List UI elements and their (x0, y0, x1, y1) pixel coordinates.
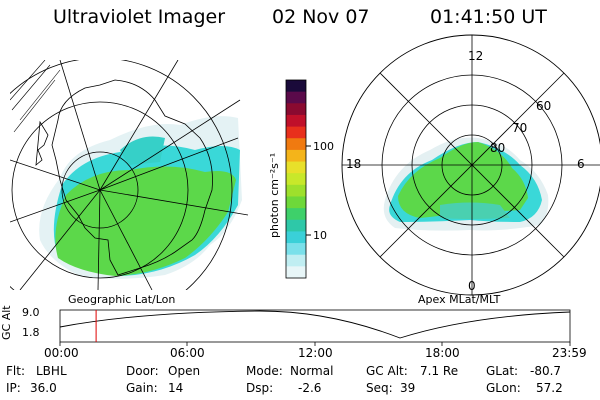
mlat-label-80: 80 (490, 141, 505, 155)
mode-label: Mode: (246, 364, 283, 378)
mlt-label-12: 12 (468, 49, 483, 63)
door-value: Open (168, 364, 201, 378)
timeline-ytick-low: 1.8 (22, 326, 40, 339)
mlt-label-6: 6 (577, 157, 585, 171)
timeline-ytick-high: 9.0 (22, 306, 40, 319)
gain-label: Gain: (126, 381, 158, 395)
mode-value: Normal (290, 364, 334, 378)
ip-value: 36.0 (30, 381, 57, 395)
glon-label: GLon: (486, 381, 521, 395)
gcalt-value: 7.1 Re (420, 364, 459, 378)
geo-auroral-image (39, 116, 242, 279)
mlat-label-60: 60 (536, 99, 551, 113)
glon-value: 57.2 (536, 381, 563, 395)
gain-value: 14 (168, 381, 184, 395)
glat-label: GLat: (486, 364, 519, 378)
colorbar-band (286, 114, 306, 128)
colorbar-band (286, 231, 306, 244)
colorbar-band (286, 184, 306, 197)
colorbar-band (286, 149, 306, 163)
colorbar-unit-label: photon cm⁻²s⁻¹ (268, 153, 281, 238)
door-label: Door: (126, 364, 159, 378)
mlt-label-18: 18 (346, 157, 361, 171)
timeline-xtick-0600: 06:00 (170, 346, 205, 360)
colorbar-band (286, 219, 306, 232)
geo-panel-caption: Geographic Lat/Lon (68, 293, 176, 306)
seq-label: Seq: (366, 381, 393, 395)
mlat-label-70: 70 (512, 121, 527, 135)
colorbar-tick-10: 10 (313, 229, 327, 242)
timeline-xtick-0000: 00:00 (44, 346, 79, 360)
colorbar-band (286, 266, 306, 279)
app-title: Ultraviolet Imager (53, 6, 226, 28)
geo-meridians (10, 60, 249, 290)
colorbar-band (286, 161, 306, 174)
colorbar-band (286, 91, 306, 104)
altitude-timeline (59, 309, 571, 346)
flt-label: Flt: (6, 364, 25, 378)
geographic-map-panel (10, 60, 249, 290)
colorbar-band (286, 243, 306, 256)
colorbar-band (286, 254, 306, 267)
magnetic-polar-panel (341, 34, 600, 296)
dsp-value: -2.6 (298, 381, 322, 395)
altitude-curve (59, 310, 571, 339)
gcalt-label: GC Alt: (366, 364, 408, 378)
colorbar-band (286, 208, 306, 221)
timeline-xtick-1800: 18:00 (425, 346, 460, 360)
glat-value: -80.7 (530, 364, 562, 378)
ip-label: IP: (6, 381, 21, 395)
timeline-xtick-1200: 12:00 (298, 346, 333, 360)
flt-value: LBHL (36, 364, 67, 378)
dsp-label: Dsp: (246, 381, 274, 395)
colorbar-band (286, 196, 306, 209)
mlt-label-0: 0 (468, 279, 476, 293)
time-label: 01:41:50 UT (430, 6, 547, 28)
colorbar (285, 79, 311, 279)
seq-value: 39 (400, 381, 416, 395)
colorbar-band (286, 138, 306, 151)
mag-panel-caption: Apex MLat/MLT (418, 293, 501, 306)
colorbar-band (286, 126, 306, 139)
date-label: 02 Nov 07 (272, 6, 370, 28)
colorbar-band (286, 103, 306, 116)
timeline-ylabel: GC Alt (0, 305, 13, 340)
colorbar-band (286, 173, 306, 186)
mag-auroral-image (383, 137, 549, 231)
colorbar-band (286, 80, 306, 93)
timeline-xtick-2359: 23:59 (552, 346, 587, 360)
colorbar-tick-100: 100 (313, 140, 334, 153)
